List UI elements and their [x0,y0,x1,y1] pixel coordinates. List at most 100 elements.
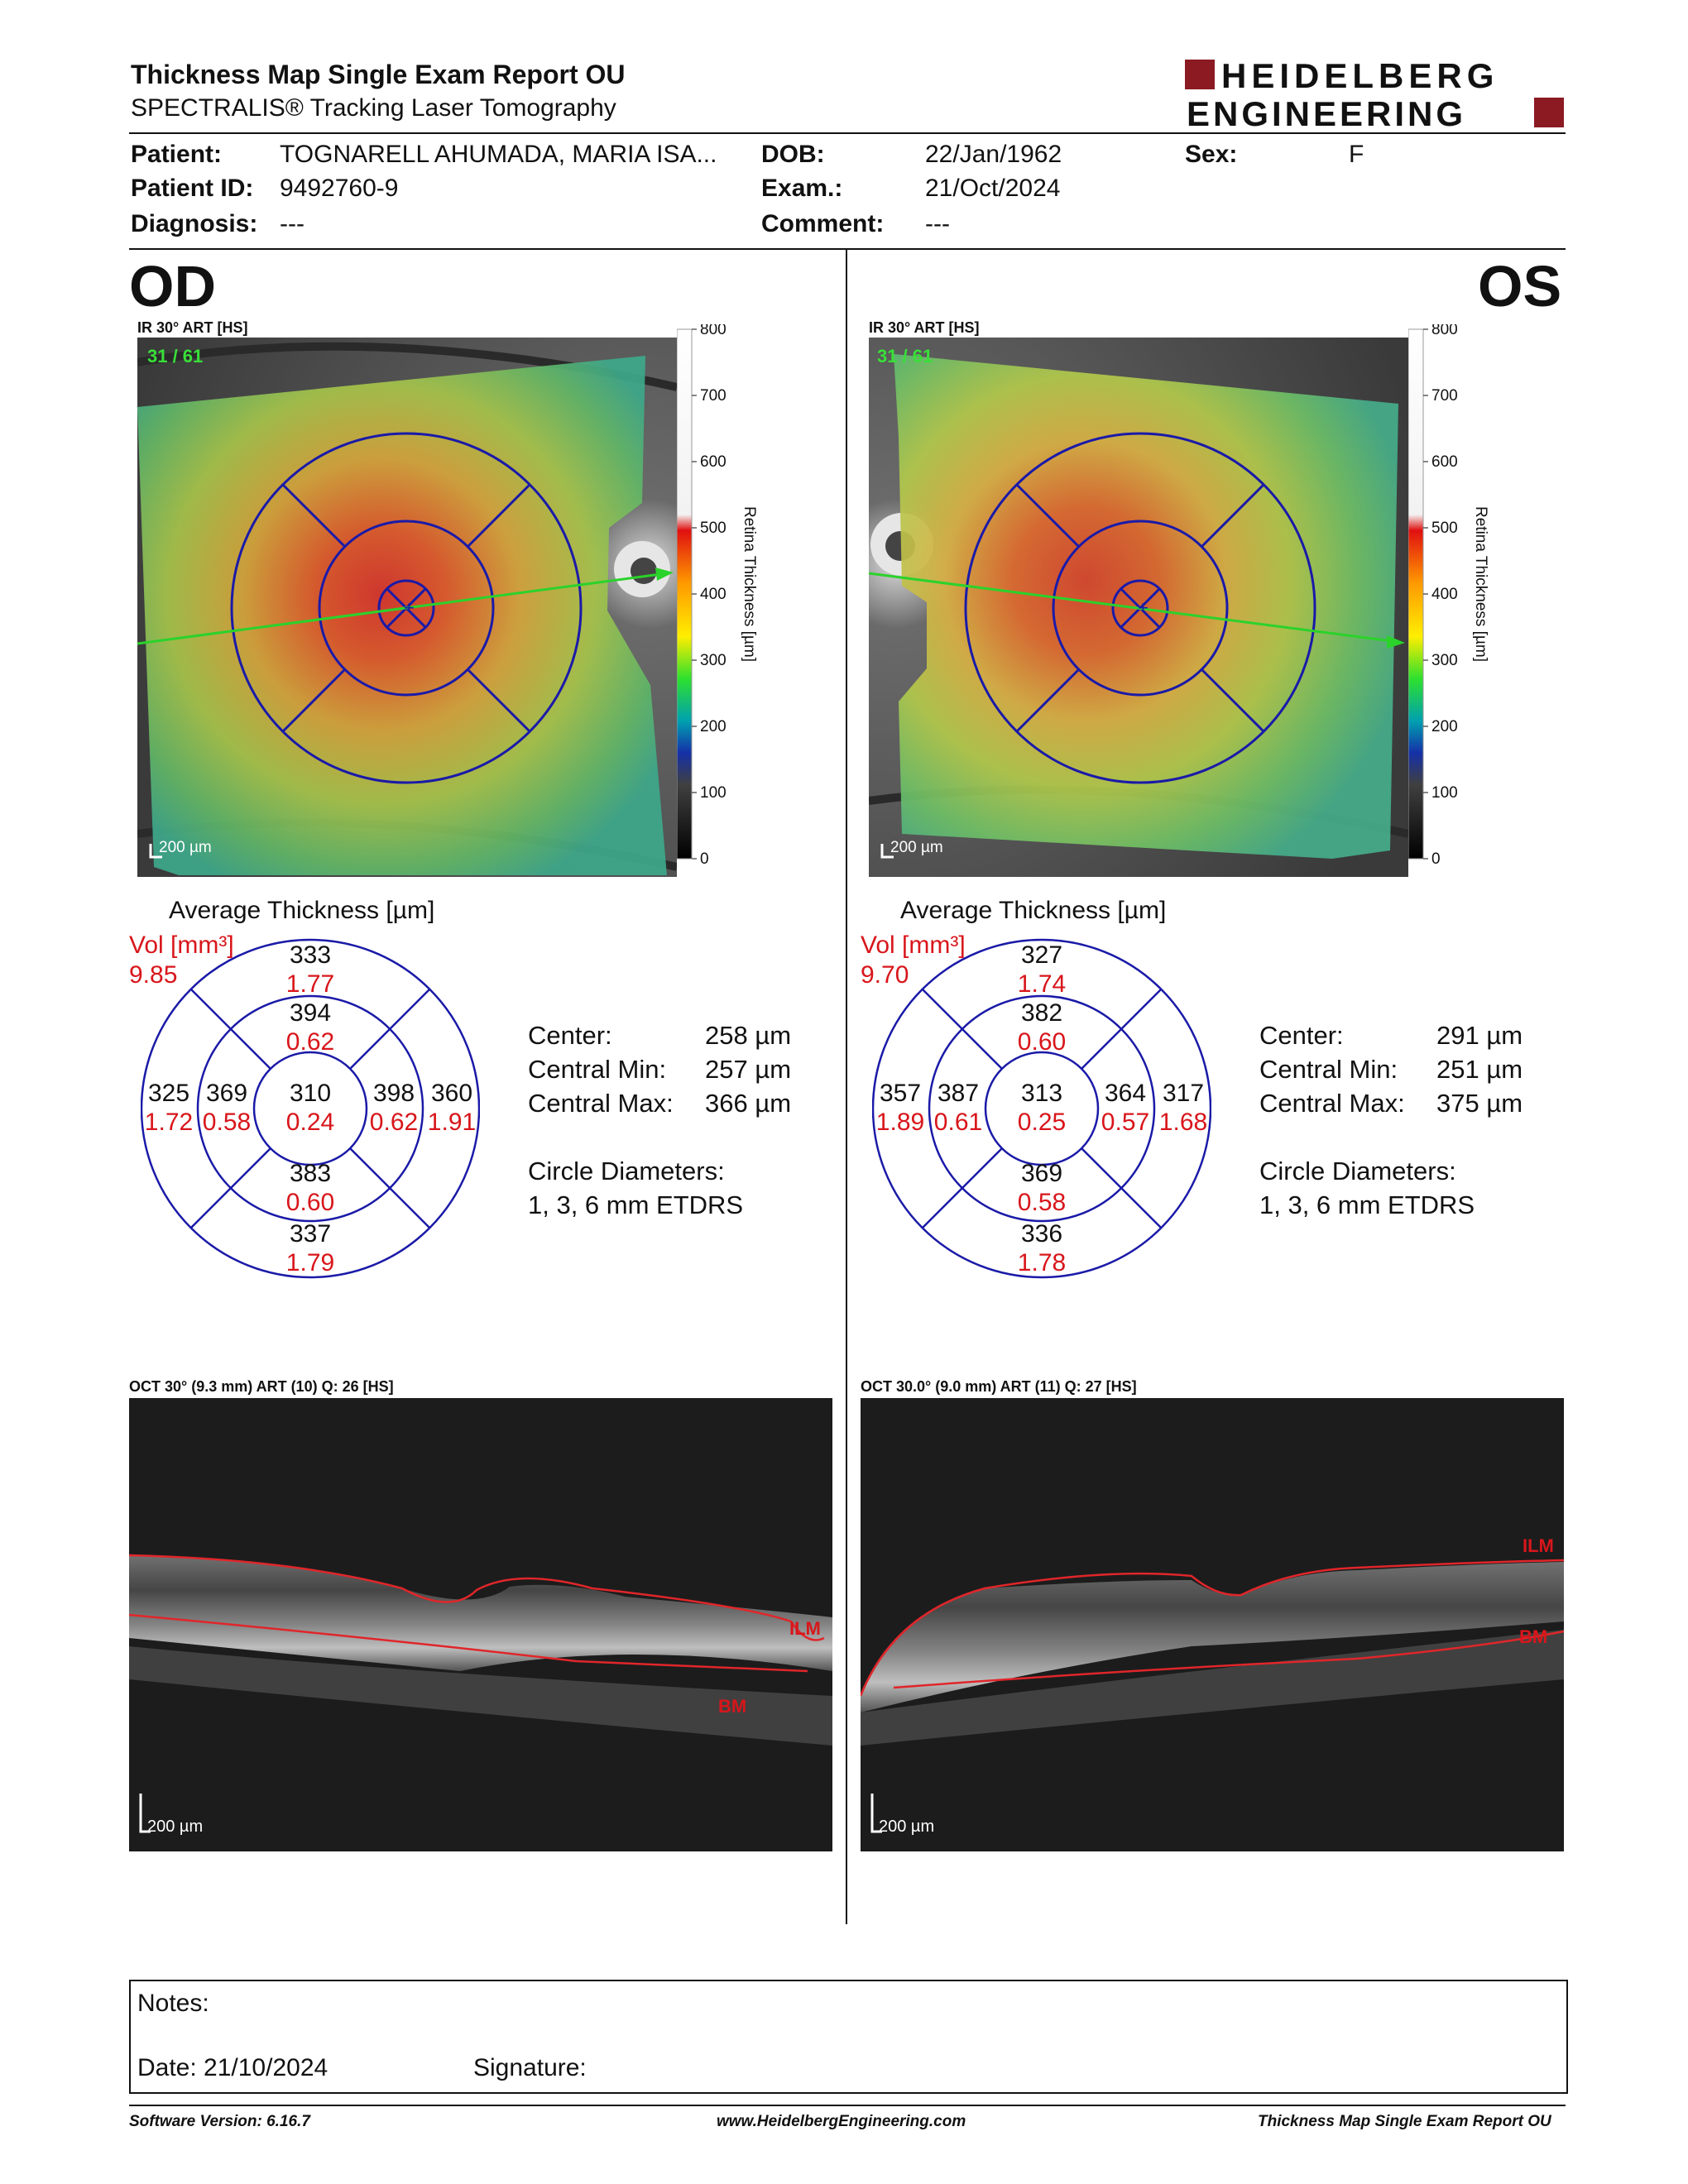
dob-label: DOB: [761,141,825,168]
os-circle-value: 1, 3, 6 mm ETDRS [1259,1190,1475,1219]
cb-tick: 400 [700,586,727,603]
os-inner-right-volume: 0.57 [1101,1109,1149,1136]
od-outer-right-thickness: 360 [431,1080,472,1107]
diagnosis-label: Diagnosis: [131,210,258,237]
os-inner-left-thickness: 387 [938,1080,979,1107]
od-center-label: Center: [528,1021,612,1050]
cb-tick: 100 [700,784,727,802]
od-avg-title: Average Thickness [µm] [169,897,435,924]
od-center-volume: 0.24 [286,1109,334,1136]
od-cmax-label: Central Max: [528,1089,674,1118]
svg-text:+: + [1138,597,1149,618]
os-scale-bar: 200 µm [890,839,943,856]
os-ilm-label: ILM [1523,1535,1554,1556]
od-cmin-value: 257 µm [705,1055,792,1084]
os-colorbar: 800 700 600 500 400 300 200 100 0 Retina… [1408,324,1489,868]
od-outer-inf-volume: 1.79 [286,1249,334,1276]
od-circle-value: 1, 3, 6 mm ETDRS [528,1190,744,1219]
od-circle-label: Circle Diameters: [528,1157,725,1185]
os-inner-sup-volume: 0.60 [1018,1028,1066,1056]
od-oct-scale: 200 µm [147,1818,203,1836]
logo-line2: ENGINEERING [1187,94,1466,131]
patient-name: TOGNARELL AHUMADA, MARIA ISA... [280,141,717,168]
os-outer-right-thickness: 317 [1163,1080,1204,1107]
os-cmax-label: Central Max: [1259,1089,1405,1118]
os-circle-label: Circle Diameters: [1259,1157,1456,1185]
os-inner-inf-volume: 0.58 [1018,1189,1066,1216]
notes-label: Notes: [137,1990,209,2017]
os-cmax-value: 375 µm [1436,1089,1523,1118]
heidelberg-logo: HEIDELBERG ENGINEERING [1185,58,1564,131]
logo-line1: HEIDELBERG [1221,58,1499,95]
os-outer-sup-thickness: 327 [1021,941,1062,969]
website-link[interactable]: www.HeidelbergEngineering.com [717,2113,966,2130]
os-inner-sup-thickness: 382 [1021,999,1062,1027]
os-cmin-label: Central Min: [1259,1055,1398,1084]
sex-value: F [1349,141,1364,168]
os-bm-label: BM [1519,1626,1547,1647]
cb-tick: 500 [700,520,727,537]
os-oct-label: OCT 30.0° (9.0 mm) ART (11) Q: 27 [HS] [861,1378,1137,1395]
cb-tick: 800 [1431,324,1458,338]
od-outer-left-volume: 1.72 [145,1109,193,1136]
notes-box: Notes: Date: 21/10/2024 Signature: [129,1980,1568,2094]
os-center-label: Center: [1259,1021,1344,1050]
od-frame-counter: 31 / 61 [147,346,203,366]
os-vol-label: Vol [mm³] [861,932,966,959]
exam-label: Exam.: [761,175,843,202]
od-ilm-label: ILM [789,1618,821,1639]
od-inner-right-thickness: 398 [373,1080,415,1107]
comment-value: --- [925,210,950,237]
sex-label: Sex: [1185,141,1238,168]
cb-tick: 700 [1431,387,1458,405]
os-outer-inf-thickness: 336 [1021,1220,1062,1248]
exam-value: 21/Oct/2024 [925,175,1061,202]
cb-tick: 100 [1431,784,1458,802]
cb-tick: 800 [700,324,727,338]
od-outer-inf-thickness: 337 [290,1220,331,1248]
os-frame-counter: 31 / 61 [877,346,933,366]
cb-tick: 500 [1431,520,1458,537]
od-inner-left-thickness: 369 [206,1080,247,1107]
os-thickness-map: + 31 / 61 200 µm [869,338,1408,877]
od-vol-label: Vol [mm³] [129,932,234,959]
od-outer-sup-thickness: 333 [290,941,331,969]
cb-tick: 400 [1431,586,1458,603]
od-label: OD [129,254,216,318]
diagnosis-value: --- [280,210,305,237]
od-colorbar: 800 700 600 500 400 300 200 100 0 Retina… [677,324,758,868]
od-inner-sup-volume: 0.62 [286,1028,334,1056]
os-center-volume: 0.25 [1018,1109,1066,1136]
cb-tick: 300 [700,652,727,669]
patient-id: 9492760-9 [280,175,399,202]
cb-tick: 0 [1431,850,1441,868]
report-subtitle: SPECTRALIS® Tracking Laser Tomography [131,94,616,122]
cb-tick: 300 [1431,652,1458,669]
os-outer-left-thickness: 357 [880,1080,921,1107]
od-oct-label: OCT 30° (9.3 mm) ART (10) Q: 26 [HS] [129,1378,394,1395]
os-colorbar-label: Retina Thickness [µm] [1472,506,1489,662]
os-avg-title: Average Thickness [µm] [900,897,1167,924]
dob-value: 22/Jan/1962 [925,141,1062,168]
od-outer-sup-volume: 1.77 [286,970,334,998]
patient-label: Patient: [131,141,223,168]
od-outer-left-thickness: 325 [148,1080,189,1107]
od-cmin-label: Central Min: [528,1055,667,1084]
od-ir-label: IR 30° ART [HS] [137,319,248,336]
od-thickness-map: + 31 / 61 200 µm [137,338,677,877]
footer-report-name: Thickness Map Single Exam Report OU [1258,2113,1551,2130]
os-inner-inf-thickness: 369 [1021,1160,1062,1187]
od-oct-scan: ILM BM 200 µm [129,1398,832,1851]
od-scale-bar: 200 µm [159,839,212,856]
od-bm-label: BM [718,1696,746,1717]
cb-tick: 200 [700,718,727,735]
comment-label: Comment: [761,210,885,237]
os-center-value: 291 µm [1436,1021,1523,1050]
od-inner-left-volume: 0.58 [203,1109,251,1136]
os-outer-sup-volume: 1.74 [1018,970,1066,998]
od-vol-value: 9.85 [129,961,178,989]
od-outer-right-volume: 1.91 [428,1109,476,1136]
od-colorbar-ticks: 800 700 600 500 400 300 200 100 0 [692,324,727,868]
od-etdrs-grid: 333 1.77 394 0.62 325 1.72 369 0.58 310 … [141,938,480,1279]
od-inner-inf-thickness: 383 [290,1160,331,1187]
